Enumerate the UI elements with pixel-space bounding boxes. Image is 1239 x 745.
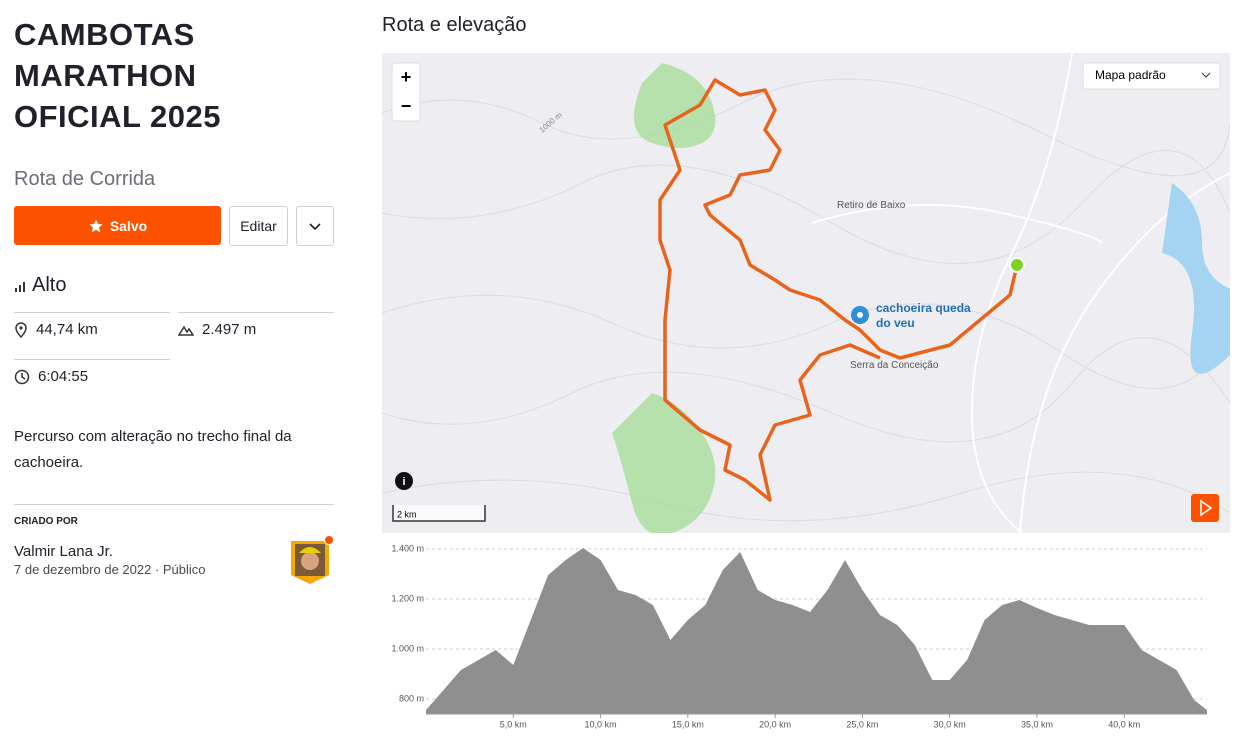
divider [14,359,170,360]
created-date: 7 de dezembro de 2022 [14,562,152,577]
zoom-control [391,62,421,122]
star-icon [89,218,103,232]
elevation-area [426,548,1207,714]
map-label: Serra da Conceição [850,360,939,371]
distance-value: 44,74 km [36,321,98,338]
distance-stat: 44,74 km [14,321,98,338]
scale-bar [392,505,486,522]
map-style-select[interactable] [1082,62,1221,90]
more-button[interactable] [296,206,334,246]
chevron-icon [1201,72,1211,78]
visibility: Público [162,562,206,577]
edit-button[interactable]: Editar [229,206,288,246]
save-label: Salvo [109,217,148,234]
creator-meta: 7 de dezembro de 2022 · Público [14,562,206,577]
divider [178,312,334,313]
zoom-out[interactable]: − [401,96,412,116]
x-tick-label: 15,0 km [672,719,704,729]
info-icon: i [402,476,405,488]
avatar[interactable] [287,535,335,585]
x-tick-label: 25,0 km [846,719,878,729]
section-title: Rota e elevação [382,14,527,36]
chevron-icon [309,223,321,231]
elevation-value: 2.497 m [202,321,257,338]
x-tick-label: 35,0 km [1021,719,1053,729]
route-title: CAMBOTAS MARATHON OFICIAL 2025 [14,17,222,134]
zoom-in[interactable]: + [401,67,412,87]
map-style-label: Mapa padrão [1095,68,1166,82]
divider [14,312,170,313]
time-value: 6:04:55 [38,368,89,385]
x-tick-label: 20,0 km [759,719,791,729]
play-icon [1200,499,1213,517]
y-tick-label: 1.200 m [391,593,424,603]
x-tick-label: 30,0 km [934,719,966,729]
scale-label: 2 km [397,509,417,519]
map-label: Retiro de Baixo [837,200,906,211]
time-stat: 6:04:55 [14,368,88,385]
map-label: do veu [876,316,915,330]
clock-icon [14,369,30,384]
y-tick-label: 1.000 m [391,643,424,653]
x-tick-label: 40,0 km [1108,719,1140,729]
map[interactable]: Retiro de Baixo cachoeira queda do veu S… [382,53,1230,533]
elevation-stat: 2.497 m [178,321,256,338]
description: Percurso com alteração no trecho final d… [14,428,292,471]
x-tick-label: 10,0 km [585,719,617,729]
divider [14,504,334,505]
route-type: Rota de Corrida [14,168,156,190]
flyover-button[interactable] [1191,494,1219,522]
difficulty: Alto [14,274,66,297]
mountain-icon [178,325,194,336]
difficulty-icon [15,281,25,292]
pin-icon [15,321,27,338]
difficulty-label: Alto [32,274,67,296]
info-button[interactable] [395,472,413,490]
x-tick-label: 5,0 km [500,719,527,729]
elevation-chart: 800 m 1.000 m 1.200 m 1.400 m 5,0 km 10,0 km 1… [391,543,1207,729]
creator-name[interactable]: Valmir Lana Jr. [14,543,113,560]
y-tick-label: 1.400 m [391,543,424,553]
creator-label: CRIADO POR [14,516,78,527]
save-button[interactable]: Salvo [14,206,221,245]
y-tick-label: 800 m [399,693,424,703]
map-label: cachoeira queda [876,301,971,315]
